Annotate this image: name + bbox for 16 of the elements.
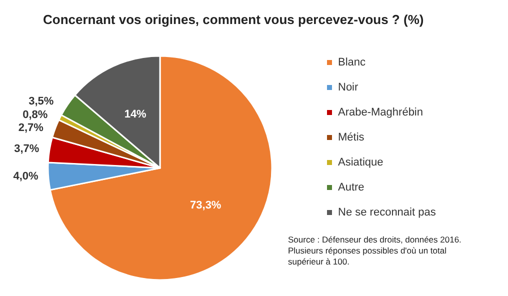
data-label: 0,8% — [22, 108, 48, 121]
data-label: 3,5% — [28, 95, 54, 108]
legend-label: Blanc — [338, 56, 366, 68]
chart-title: Concernant vos origines, comment vous percevez-vous ? (%) — [43, 12, 424, 27]
legend-label: Métis — [338, 132, 365, 144]
data-label: 3,7% — [14, 142, 40, 155]
legend-label: Arabe-Maghrébin — [338, 106, 423, 118]
data-label: 73,3% — [190, 199, 222, 212]
source-note: Source : Défenseur des droits, données 2016. Plusieurs réponses possibles d'où un total supérieur à 100. — [288, 234, 462, 266]
data-label: 2,7% — [18, 122, 44, 134]
legend-label: Ne se reconnait pas — [338, 206, 436, 218]
data-label: 14% — [124, 108, 147, 120]
legend-label: Autre — [338, 182, 364, 194]
data-label: 4,0% — [13, 170, 39, 183]
legend-label: Asiatique — [338, 156, 384, 168]
legend-label: Noir — [338, 82, 359, 94]
